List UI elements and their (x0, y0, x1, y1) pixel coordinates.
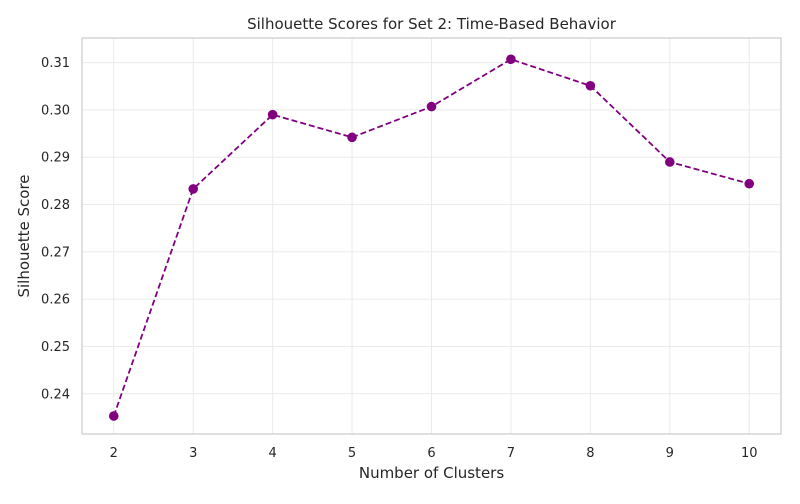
y-tick-label: 0.24 (41, 387, 70, 402)
chart-title: Silhouette Scores for Set 2: Time-Based … (247, 15, 617, 33)
x-tick-label: 10 (741, 446, 758, 461)
data-point (426, 101, 437, 112)
y-axis-label: Silhouette Score (15, 174, 33, 297)
data-point (744, 178, 755, 189)
axes-frame (81, 37, 782, 435)
data-point (664, 157, 675, 167)
data-point (188, 184, 199, 194)
x-tick-label: 4 (268, 446, 276, 461)
x-tick-label: 7 (507, 446, 515, 461)
data-point (506, 54, 516, 65)
y-tick-label: 0.26 (41, 293, 70, 308)
y-tick-label: 0.25 (41, 340, 70, 355)
y-tick-label: 0.28 (41, 198, 70, 213)
data-point (347, 132, 357, 143)
y-tick-label: 0.31 (41, 56, 70, 71)
y-tick-label: 0.30 (41, 103, 70, 118)
x-tick-label: 5 (348, 446, 356, 461)
y-tick-label: 0.27 (41, 245, 70, 260)
x-axis-label: Number of Clusters (359, 464, 504, 482)
x-tick-label: 8 (586, 446, 594, 461)
data-point (585, 80, 596, 91)
data-point (108, 411, 119, 421)
x-tick-label: 3 (189, 446, 197, 461)
x-tick-label: 2 (110, 446, 118, 461)
y-tick-labels: 0.24 0.25 0.26 0.27 0.28 0.29 0.30 0.31 (41, 56, 70, 402)
x-tick-labels: 2 3 4 5 6 7 8 9 10 (110, 446, 758, 461)
x-tick-label: 6 (427, 446, 435, 461)
series-layer (108, 54, 755, 421)
data-point (267, 109, 278, 120)
y-tick-label: 0.29 (41, 151, 70, 166)
grid-layer (82, 38, 781, 434)
x-tick-label: 9 (666, 446, 674, 461)
